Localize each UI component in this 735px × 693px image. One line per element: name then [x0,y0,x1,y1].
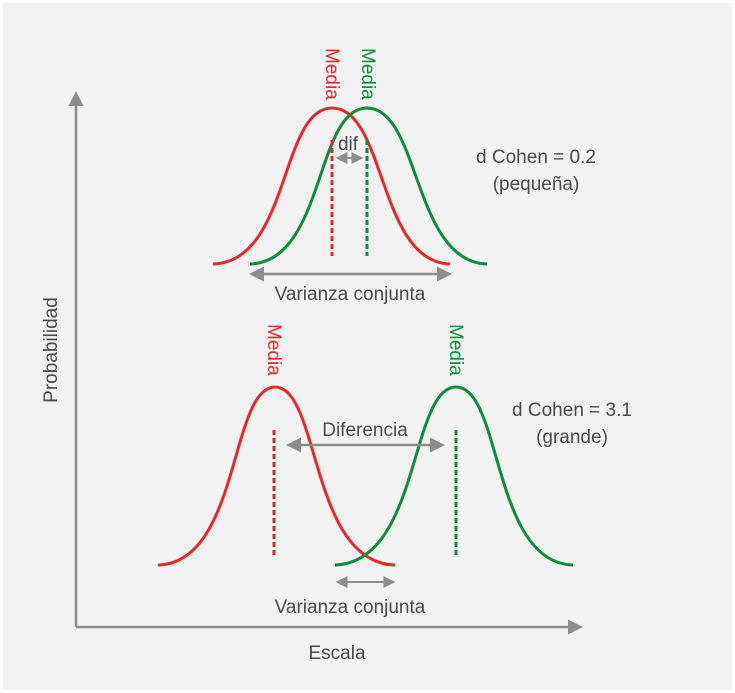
top-red-curve [212,106,451,266]
top-cohen-size: (pequeña) [493,174,580,195]
top-green-mean-label: Media [357,48,378,100]
top-cohen-value: d Cohen = 0.2 [476,147,596,168]
top-variance-label: Varianza conjunta [275,284,426,305]
bottom-variance-label: Varianza conjunta [275,597,426,618]
top-green-curve [249,106,488,266]
bottom-diff-label: Diferencia [322,420,408,441]
bottom-red-mean-label: Media [263,324,284,376]
figure-panel [3,3,732,690]
top-diff-label: dif [338,134,359,155]
bottom-cohen-value: d Cohen = 3.1 [512,400,632,421]
bottom-green-mean-label: Media [445,324,466,376]
bottom-red-curve [157,385,396,567]
x-axis-label: Escala [308,643,365,664]
top-red-mean-label: Media [321,48,342,100]
y-axis-label: Probabilidad [41,297,62,403]
bottom-cohen-size: (grande) [536,427,608,448]
bottom-green-curve [334,385,574,567]
